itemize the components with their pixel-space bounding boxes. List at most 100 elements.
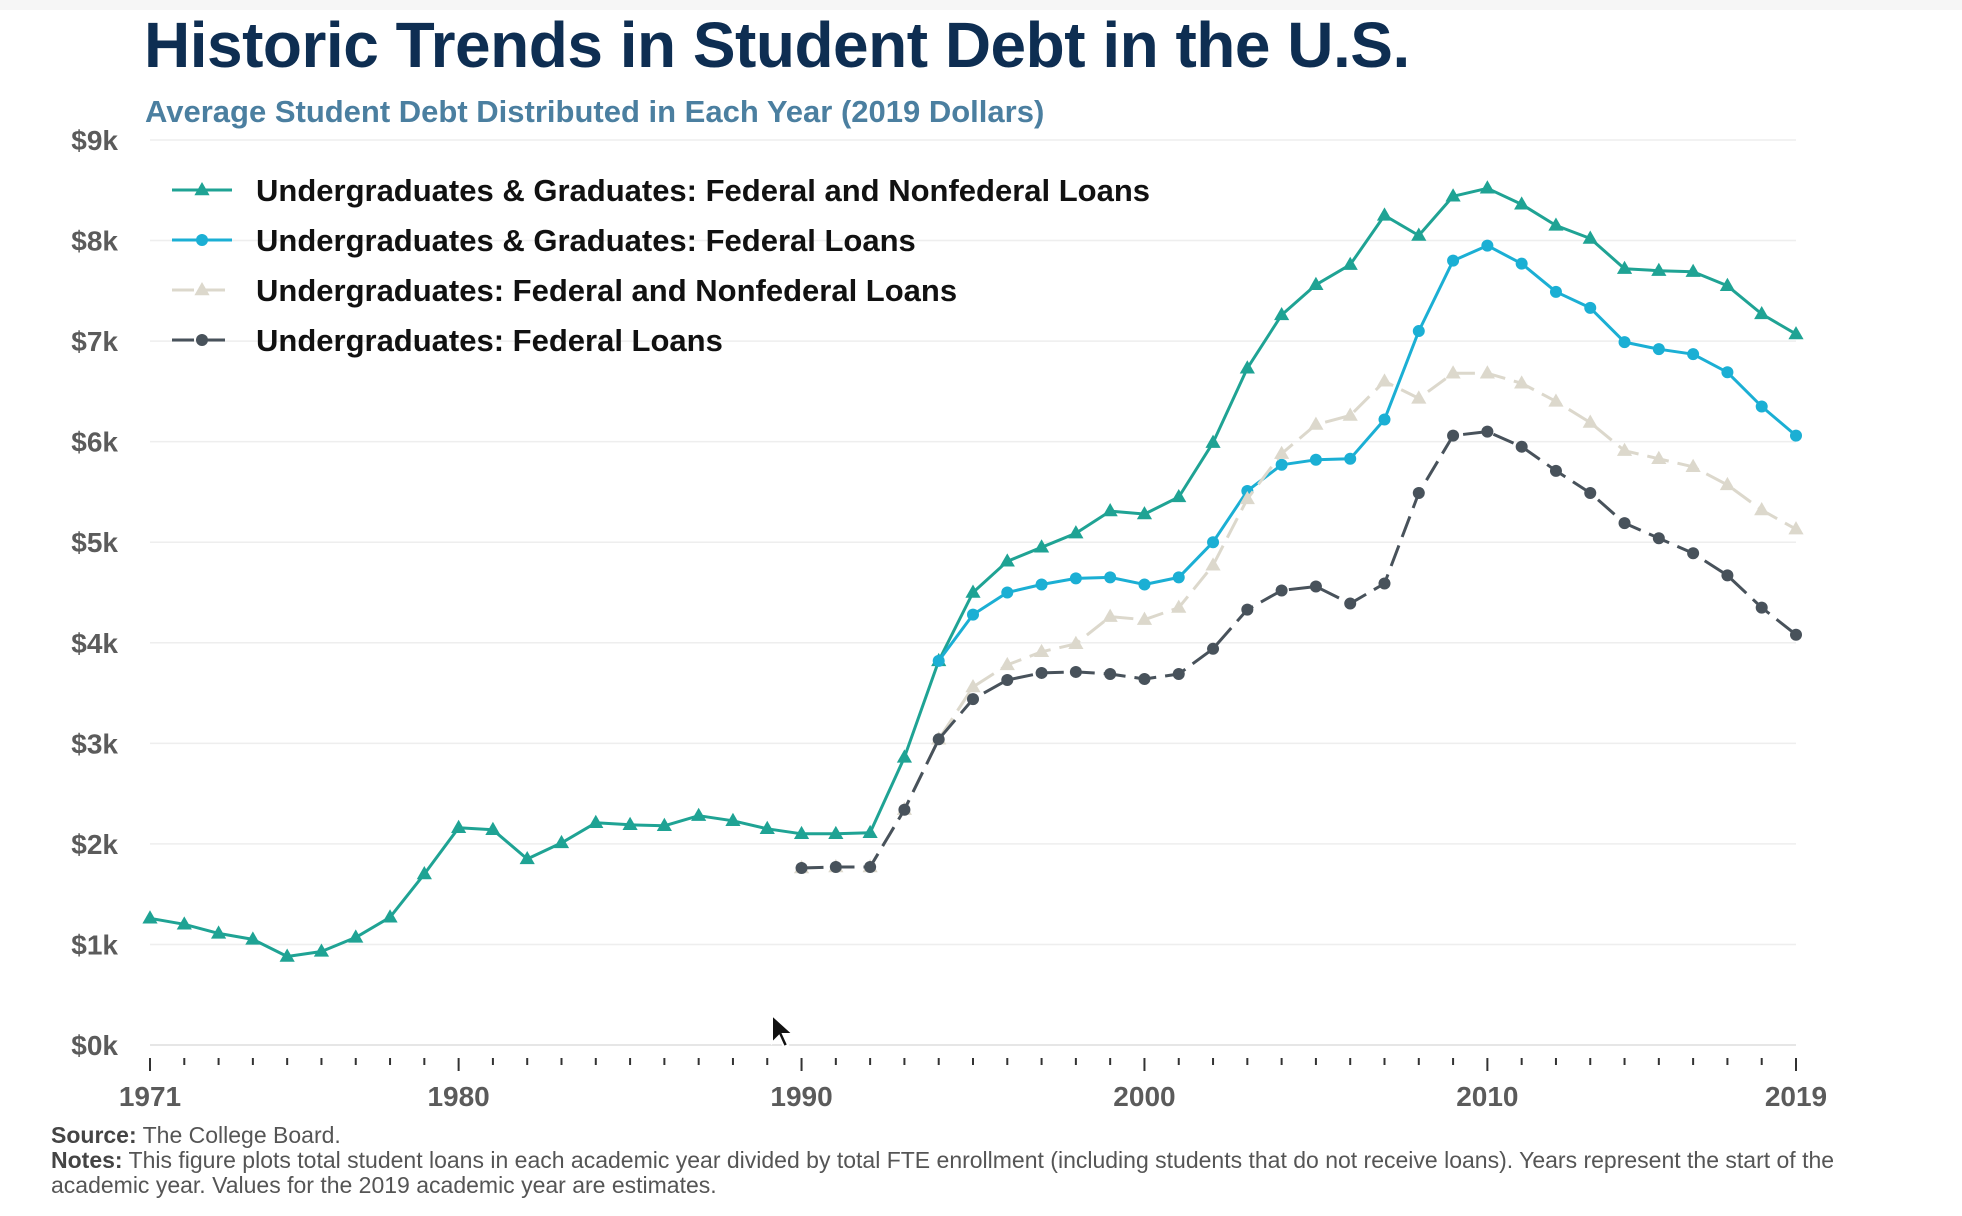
data-point bbox=[1309, 453, 1322, 466]
data-point bbox=[1412, 325, 1425, 338]
data-point bbox=[1033, 539, 1050, 553]
chart-footer: Source: The College Board. Notes: This f… bbox=[51, 1123, 1911, 1198]
data-point bbox=[382, 909, 398, 923]
data-point bbox=[1651, 262, 1667, 276]
source-line: Source: The College Board. bbox=[51, 1123, 1911, 1148]
data-point bbox=[967, 608, 979, 621]
data-point bbox=[1616, 260, 1633, 274]
axes: $0k $1k $2k $3k $4k $5k $6k $7k $8k $9k 1971 1980 19… bbox=[71, 125, 1827, 1112]
data-point bbox=[1616, 442, 1633, 456]
data-point bbox=[1618, 517, 1631, 530]
data-point bbox=[1275, 584, 1288, 597]
data-point bbox=[725, 812, 741, 826]
data-point bbox=[1479, 180, 1495, 194]
data-point bbox=[1171, 488, 1187, 503]
data-point bbox=[485, 821, 501, 836]
data-point bbox=[1548, 217, 1564, 231]
data-point bbox=[1685, 458, 1701, 473]
legend-item: Undergraduates: Federal and Nonfederal L… bbox=[172, 273, 957, 308]
data-point bbox=[1515, 440, 1528, 453]
data-point bbox=[1205, 557, 1221, 571]
y-tick-label: $2k bbox=[71, 829, 118, 860]
data-point bbox=[1069, 665, 1082, 678]
data-point bbox=[1447, 254, 1460, 267]
series-3 bbox=[795, 425, 1802, 875]
y-tick-label: $5k bbox=[71, 527, 118, 558]
y-tick-label: $1k bbox=[71, 929, 118, 960]
data-point bbox=[898, 803, 911, 816]
data-point bbox=[1652, 343, 1665, 356]
data-point bbox=[1207, 536, 1220, 549]
data-point bbox=[1514, 196, 1530, 210]
data-point bbox=[1584, 486, 1597, 499]
data-point bbox=[1035, 578, 1048, 591]
series-line bbox=[801, 430, 1797, 870]
legend-item: Undergraduates & Graduates: Federal Loan… bbox=[172, 223, 916, 258]
data-point bbox=[196, 334, 208, 346]
data-point bbox=[1584, 301, 1597, 314]
data-point bbox=[1001, 673, 1014, 686]
data-point bbox=[967, 693, 979, 706]
data-point bbox=[1618, 336, 1631, 349]
source-text: The College Board. bbox=[142, 1122, 341, 1148]
y-tick-label: $3k bbox=[71, 728, 118, 759]
top-strip bbox=[0, 0, 1962, 10]
data-point bbox=[1344, 597, 1357, 610]
legend: Undergraduates & Graduates: Federal and … bbox=[172, 173, 1150, 358]
data-point bbox=[1102, 608, 1118, 622]
data-point bbox=[1376, 373, 1393, 387]
data-point bbox=[1548, 393, 1564, 407]
data-point bbox=[829, 861, 842, 874]
y-tick-label: $6k bbox=[71, 427, 118, 458]
data-point bbox=[1687, 348, 1700, 361]
data-point bbox=[1411, 390, 1427, 404]
data-point bbox=[864, 861, 877, 874]
y-tick-label: $9k bbox=[71, 125, 118, 156]
data-point bbox=[1755, 400, 1768, 413]
data-point bbox=[1788, 521, 1804, 535]
data-point bbox=[1239, 360, 1255, 374]
data-point bbox=[1549, 464, 1562, 477]
data-point bbox=[451, 819, 467, 833]
data-point bbox=[1205, 434, 1221, 448]
x-tick-label: 1971 bbox=[119, 1081, 181, 1112]
chart-subtitle: Average Student Debt Distributed in Each… bbox=[145, 94, 1045, 129]
legend-label: Undergraduates: Federal Loans bbox=[256, 323, 723, 358]
data-point bbox=[1344, 452, 1357, 465]
data-point bbox=[1687, 547, 1700, 560]
data-point bbox=[1342, 256, 1358, 270]
data-point bbox=[196, 234, 208, 246]
series-line bbox=[801, 371, 1797, 870]
series-layer bbox=[142, 180, 1804, 962]
data-point bbox=[1651, 450, 1667, 464]
data-point bbox=[932, 733, 945, 746]
data-point bbox=[1685, 263, 1701, 277]
data-point bbox=[1378, 413, 1391, 426]
data-point bbox=[1068, 525, 1084, 539]
data-point bbox=[1479, 365, 1495, 379]
data-point bbox=[1481, 239, 1494, 252]
series-line bbox=[937, 244, 1797, 662]
data-point bbox=[1274, 306, 1290, 321]
data-point bbox=[1721, 366, 1734, 379]
data-point bbox=[1378, 577, 1391, 590]
data-point bbox=[176, 916, 192, 930]
data-point bbox=[1308, 416, 1324, 430]
mouse-pointer-icon bbox=[771, 1013, 796, 1049]
data-point bbox=[932, 654, 945, 667]
data-point bbox=[965, 584, 981, 598]
data-point bbox=[1582, 414, 1598, 428]
notes-line: Notes: This figure plots total student l… bbox=[51, 1148, 1911, 1198]
data-point bbox=[194, 182, 210, 196]
data-point bbox=[1790, 628, 1802, 641]
source-label: Source: bbox=[51, 1122, 137, 1148]
data-point bbox=[1136, 611, 1153, 625]
data-point bbox=[691, 807, 707, 821]
legend-item: Undergraduates: Federal Loans bbox=[172, 323, 723, 358]
data-point bbox=[1788, 326, 1804, 340]
y-tick-label: $8k bbox=[71, 226, 118, 257]
data-point bbox=[1275, 458, 1288, 471]
data-point bbox=[999, 553, 1015, 567]
data-point bbox=[348, 929, 364, 943]
data-point bbox=[1719, 476, 1736, 491]
